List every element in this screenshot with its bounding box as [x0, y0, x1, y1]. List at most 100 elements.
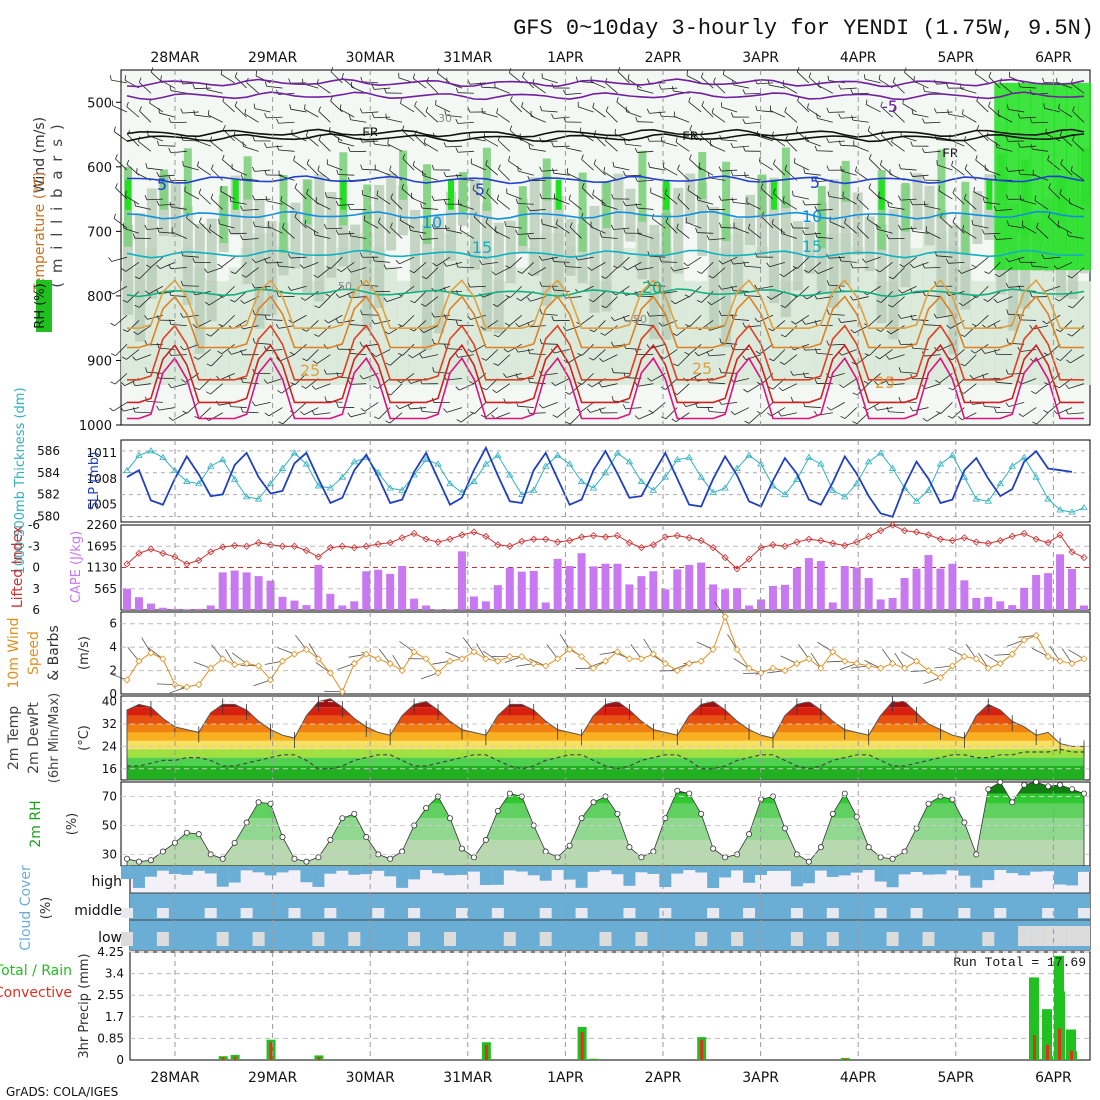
wind-barb	[903, 256, 917, 268]
cloud-high	[324, 866, 337, 874]
wind-barb	[880, 106, 893, 118]
wind-barb-flag	[276, 291, 279, 297]
wind-barb	[689, 158, 702, 171]
wind-barb-flag	[610, 316, 615, 322]
wind-barb-flag	[563, 261, 566, 267]
wind-speed-point	[984, 664, 992, 672]
temperature-contour-label: 20	[642, 278, 662, 297]
temp-tick-label: 24	[102, 739, 117, 753]
wind-barb	[1008, 342, 1025, 345]
wind-barb-flag	[485, 217, 489, 223]
li-point	[817, 537, 825, 545]
cloud-high	[778, 866, 791, 871]
wind-barb-flag	[335, 200, 339, 206]
li-tick-label: 6	[32, 603, 40, 617]
wind-barb	[698, 167, 714, 176]
wind-barb-flag	[217, 350, 222, 355]
wind-barb	[159, 112, 175, 118]
cloud-high	[886, 866, 899, 888]
cloud-low-gap	[443, 932, 456, 946]
wind-speed-point	[853, 659, 861, 668]
wind-barb-flag	[826, 309, 830, 315]
wind-barb-flag	[240, 350, 243, 355]
wind-barb	[1071, 83, 1085, 94]
li-point	[278, 542, 287, 550]
temperature-contour	[126, 78, 1085, 88]
wind-barb	[643, 638, 654, 655]
cape-bar	[649, 571, 658, 610]
wind-barb-flag	[527, 206, 531, 211]
li-point	[147, 545, 155, 553]
wind-barb-flag	[280, 196, 283, 202]
wind-barb	[721, 402, 738, 405]
wind-speed-point	[1032, 631, 1040, 639]
wind-speed-point	[805, 655, 813, 663]
cloud-high	[659, 866, 672, 888]
wind-barb	[266, 116, 283, 119]
cloud-high	[994, 866, 1007, 871]
wind-barb-flag	[491, 271, 496, 276]
wind-barb-flag	[1029, 324, 1033, 330]
cloud-high	[910, 866, 923, 872]
cloud-high	[611, 866, 624, 875]
wind-barb	[900, 227, 917, 230]
rh-contour-label: 30	[438, 112, 452, 125]
precip-conv-bar	[233, 1056, 237, 1060]
cape-tick-label: 565	[94, 582, 117, 596]
wind-barb	[613, 227, 630, 230]
thickness-frame	[120, 439, 1091, 523]
cloud-middle-gap	[288, 908, 301, 918]
wind-barb	[517, 232, 534, 235]
wind-barb	[266, 200, 283, 205]
wind-barb-flag	[317, 165, 320, 171]
wind-barb	[457, 121, 474, 124]
wind-barb-flag	[455, 262, 459, 268]
wind-barb	[315, 383, 331, 390]
pressure-tick-label: 800	[87, 290, 112, 305]
wind-barb	[485, 407, 499, 418]
wind-barb	[485, 349, 499, 361]
rh-point	[913, 825, 920, 832]
wind-barb	[211, 168, 223, 181]
wind-barb-flag	[577, 352, 583, 356]
wind-barb-flag	[587, 383, 593, 388]
wind-barb-flag	[780, 305, 786, 308]
rh-point	[1069, 786, 1076, 793]
wind-barb	[637, 267, 654, 271]
cape-bar	[290, 600, 299, 610]
wind-barb	[864, 78, 881, 84]
thickness-point	[183, 477, 191, 484]
wind-barb	[722, 256, 738, 265]
wind-barb-flag	[240, 174, 244, 180]
li-point	[781, 542, 789, 550]
wind-barb-flag	[443, 171, 447, 177]
wind-barb	[1048, 187, 1061, 200]
wind-barb-flag	[635, 203, 638, 209]
wind-speed-point	[147, 649, 155, 657]
date-label-top: 6APR	[1035, 50, 1072, 66]
cloud-high	[599, 866, 612, 871]
li-point	[649, 541, 657, 549]
wind-barb-flag	[252, 195, 255, 200]
wind-barb	[207, 89, 223, 94]
wind-barb	[804, 406, 821, 408]
wind-barb	[553, 289, 570, 292]
wind-barb-flag	[684, 294, 690, 298]
wind-barb-flag	[898, 339, 901, 345]
wind-barb-flag	[432, 338, 435, 344]
wind-barb-flag	[145, 367, 148, 373]
rh-shade-mid	[876, 224, 887, 324]
wind-barb-flag	[910, 226, 913, 232]
wind-barb	[459, 383, 475, 391]
wind-barb-flag	[318, 106, 321, 112]
rh-shade-low	[396, 280, 410, 385]
wind-barb	[733, 84, 750, 89]
temperature-contour-label: 25	[300, 361, 320, 380]
date-label-bottom: 3APR	[742, 1070, 779, 1086]
li-point	[1080, 554, 1088, 562]
wind-barb	[350, 267, 367, 273]
wind-barb	[338, 141, 355, 147]
thickness-point	[733, 464, 741, 471]
wind-barb	[458, 354, 474, 358]
thickness-point	[829, 486, 837, 493]
